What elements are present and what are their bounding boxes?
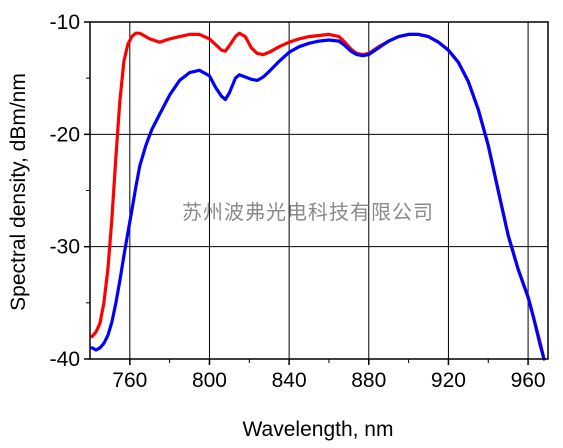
series-line-2 <box>90 32 546 361</box>
y-tick-labels: -10 -20 -30 -40 <box>50 11 80 371</box>
series-lines <box>90 31 546 361</box>
x-tick-label: 840 <box>272 369 307 392</box>
series-line-1 <box>90 31 546 361</box>
y-tick-label: -30 <box>50 236 80 259</box>
x-tick-label: 760 <box>112 369 147 392</box>
watermark-text: 苏州波弗光电科技有限公司 <box>182 200 434 224</box>
grid-lines <box>90 22 548 359</box>
tick-marks <box>84 21 529 365</box>
y-tick-label: -20 <box>50 123 80 146</box>
y-tick-label: -10 <box>50 11 80 34</box>
x-axis-title: Wavelength, nm <box>243 418 394 441</box>
y-tick-label: -40 <box>50 348 80 371</box>
y-axis-title: Spectral density, dBm/nm <box>7 73 30 311</box>
x-tick-label: 960 <box>511 369 546 392</box>
x-tick-label: 920 <box>431 369 466 392</box>
x-tick-label: 880 <box>351 369 386 392</box>
x-tick-labels: 760 800 840 880 920 960 <box>112 369 545 392</box>
x-tick-label: 800 <box>192 369 227 392</box>
plot-frame <box>89 21 549 360</box>
